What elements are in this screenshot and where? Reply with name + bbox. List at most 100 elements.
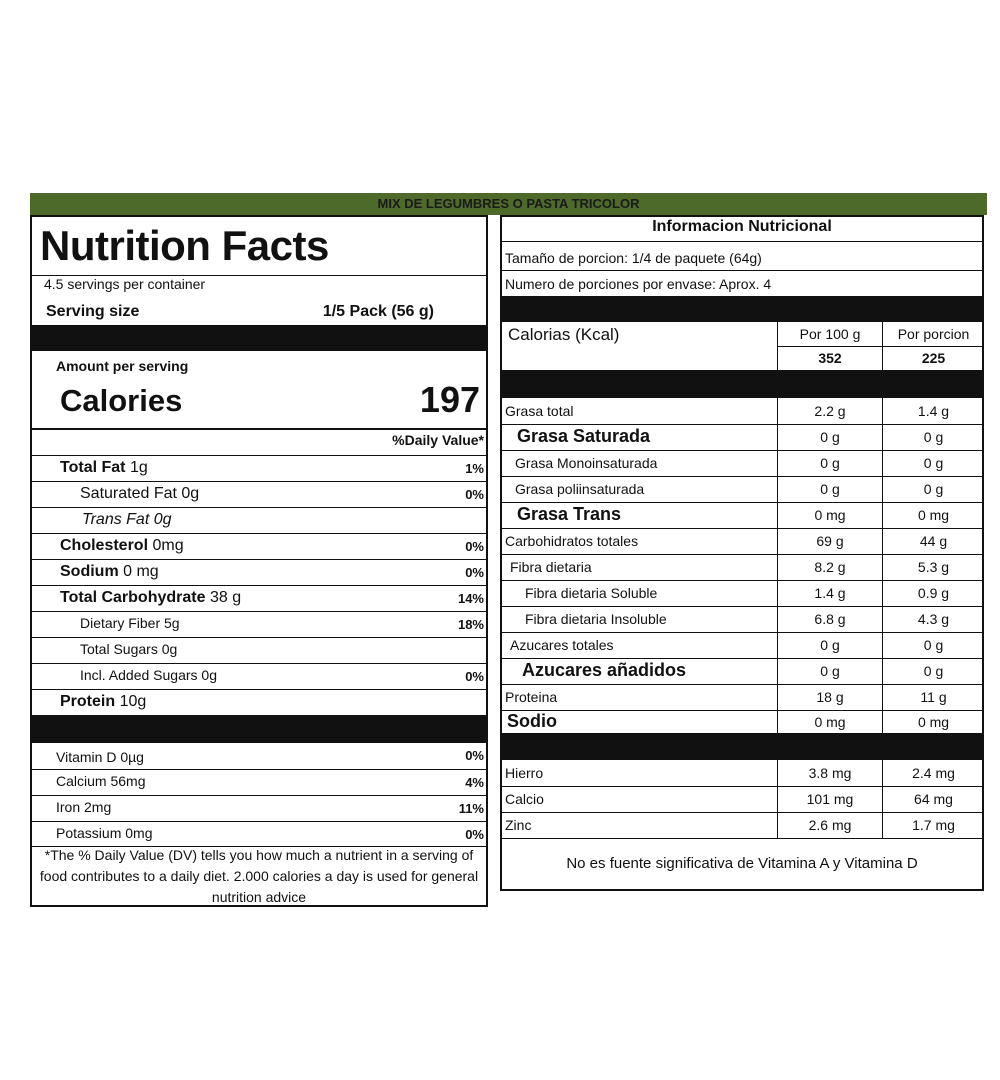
mineral-pct: 4% [465,775,484,790]
informacion-nutricional-panel: Informacion Nutricional Tamaño de porcio… [500,215,984,891]
divider [502,241,982,242]
nutrient-label: Dietary Fiber 5g [80,615,180,631]
nutrient-value: 0 mg [123,563,159,580]
mineral-label: Calcium 56mg [56,773,146,789]
value-per-100g: 0 g [820,429,840,445]
portion-size: Tamaño de porcion: 1/4 de paquete (64g) [505,250,762,266]
value-per-portion: 0 g [923,637,944,653]
calories-label: Calories [60,383,183,418]
info-row-hierro: Hierro [505,765,544,781]
value-per-100g: 0 g [820,663,840,679]
info-row-azucares-anadidos: Azucares añadidos [522,660,687,680]
divider [502,270,982,271]
value-per-100g: 1.4 g [814,585,846,601]
mineral-label: Vitamin D 0µg [56,749,144,765]
value-per-100g: 18 g [816,689,844,705]
nutrition-facts-panel: Nutrition Facts 4.5 servings per contain… [30,215,488,907]
nutrient-row-sodium: Sodium 0 mg 0% [32,559,486,585]
nutrient-label: Trans Fat 0g [82,511,172,528]
nutrient-row-cholesterol: Cholesterol 0mg 0% [32,533,486,559]
nutrient-pct: 0% [465,487,484,502]
column-header-per-100g: Por 100 g [799,326,861,342]
nutrient-row-total-sugars: Total Sugars 0g [32,637,486,663]
value-per-100g: 6.8 g [814,611,846,627]
nutrient-value: 0mg [152,537,184,554]
nutrient-label: Total Sugars 0g [80,641,178,657]
value-per-100g: 0 g [820,481,840,497]
nutrient-label: Incl. Added Sugars 0g [80,667,217,683]
nutrient-pct: 1% [465,461,484,476]
info-row-zinc: Zinc [505,817,532,833]
value-per-portion: 1.7 mg [912,817,955,833]
nutrient-value: 10g [119,693,147,710]
nutrient-row-protein: Protein 10g [32,689,486,715]
info-row-grasa-saturada: Grasa Saturada [517,426,651,446]
nutrient-row-added-sugars: Incl. Added Sugars 0g 0% [32,663,486,689]
info-row-fibra-soluble: Fibra dietaria Soluble [525,585,658,601]
nutrient-label: Total Fat [60,459,126,476]
info-row-fibra-insoluble: Fibra dietaria Insoluble [525,611,667,627]
nutrient-label: Saturated Fat 0g [80,485,200,502]
nutrient-pct: 14% [457,591,484,606]
value-per-100g: 69 g [816,533,844,549]
mineral-row-vitamin-d: Vitamin D 0µg 0% [32,743,486,769]
value-per-100g: 0 g [820,637,840,653]
mineral-pct: 0% [465,748,484,763]
nutrient-pct: 0% [465,669,484,684]
info-row-grasa-trans: Grasa Trans [517,504,622,524]
nutrition-facts-title: Nutrition Facts [40,222,329,269]
vitamin-note: No es fuente significativa de Vitamina A… [566,855,918,872]
value-per-portion: 0 g [923,455,944,471]
value-per-portion: 1.4 g [917,403,950,419]
nutrient-value: 38 g [209,589,242,606]
calories-label: Calorias (Kcal) [508,325,620,344]
divider [32,275,486,276]
thick-divider [32,325,486,351]
daily-value-footnote: *The % Daily Value (DV) tells you how mu… [39,847,479,905]
nutrient-pct: 0% [465,565,484,580]
info-row-calcio: Calcio [505,791,544,807]
thick-divider [502,296,982,322]
mineral-row-potassium: Potassium 0mg 0% [32,821,486,847]
portions-per-package: Numero de porciones por envase: Aprox. 4 [505,276,772,292]
value-per-portion: 64 mg [914,791,953,807]
thick-divider [32,715,486,743]
mineral-pct: 11% [458,801,484,816]
value-per-100g: 0 mg [814,714,846,730]
info-row-grasa-poliinsaturada: Grasa poliinsaturada [515,481,645,497]
value-per-portion: 0 g [923,481,944,497]
nutrient-label: Cholesterol [60,537,149,554]
serving-size-label: Serving size [46,303,140,320]
value-per-portion: 0 mg [917,507,950,523]
info-title: Informacion Nutricional [652,218,832,235]
value-per-portion: 4.3 g [917,611,950,627]
value-per-portion: 5.3 g [917,559,950,575]
thick-divider [502,370,982,398]
nutrient-label: Sodium [60,563,119,580]
value-per-portion: 11 g [920,689,947,705]
value-per-100g: 2.6 mg [808,817,852,833]
info-row-azucares-totales: Azucares totales [510,637,614,653]
value-per-100g: 101 mg [806,791,854,807]
value-per-100g: 0 mg [814,507,846,523]
value-per-100g: 8.2 g [814,559,846,575]
column-header-per-portion: Por porcion [897,326,970,342]
mineral-row-iron: Iron 2mg 11% [32,795,486,821]
value-per-100g: 2.2 g [814,403,846,419]
mineral-label: Iron 2mg [56,799,112,815]
value-per-portion: 2.4 mg [912,765,955,781]
amount-per-serving: Amount per serving [56,358,189,374]
nutrient-value: 1g [129,459,148,476]
nutrient-row-total-carbohydrate: Total Carbohydrate 38 g 14% [32,585,486,611]
serving-size-value: 1/5 Pack (56 g) [322,303,434,320]
info-row-grasa-total: Grasa total [505,403,574,419]
divider [32,428,486,430]
nutrient-row-saturated-fat: Saturated Fat 0g 0% [32,481,486,507]
value-per-100g: 3.8 mg [808,765,852,781]
calories-value: 197 [419,379,480,420]
nutrient-label: Protein [60,693,116,710]
daily-value-header: %Daily Value* [392,432,484,448]
mineral-label: Potassium 0mg [56,825,153,841]
nutrient-row-dietary-fiber: Dietary Fiber 5g 18% [32,611,486,637]
info-row-carbohidratos-totales: Carbohidratos totales [505,533,639,549]
